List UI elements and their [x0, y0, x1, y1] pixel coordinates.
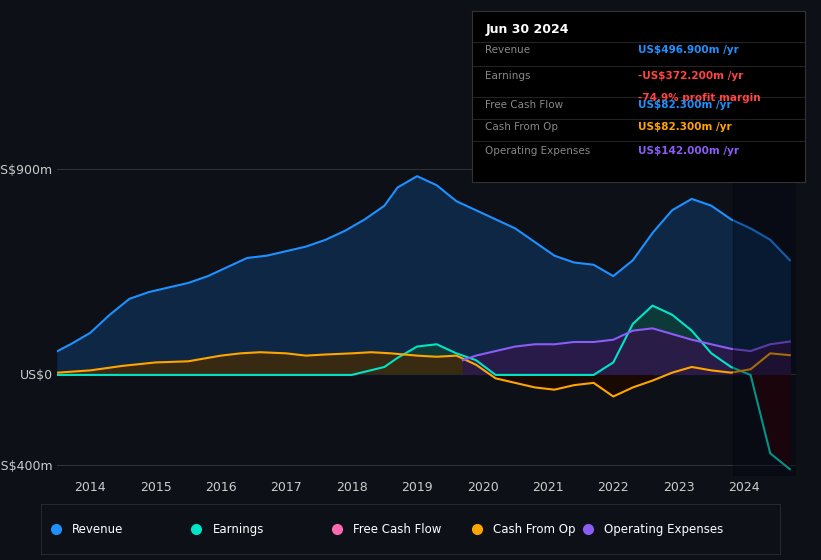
Text: US$496.900m /yr: US$496.900m /yr	[639, 45, 739, 55]
Bar	[733, 151, 796, 476]
Text: Cash From Op: Cash From Op	[485, 122, 558, 132]
Text: Operating Expenses: Operating Expenses	[604, 522, 723, 536]
Text: Revenue: Revenue	[485, 45, 530, 55]
Text: Earnings: Earnings	[485, 71, 531, 81]
Text: -74.9% profit margin: -74.9% profit margin	[639, 93, 761, 103]
Text: US$82.300m /yr: US$82.300m /yr	[639, 100, 732, 110]
Text: Jun 30 2024: Jun 30 2024	[485, 23, 569, 36]
Text: Free Cash Flow: Free Cash Flow	[485, 100, 563, 110]
Text: Revenue: Revenue	[72, 522, 123, 536]
Text: Operating Expenses: Operating Expenses	[485, 146, 590, 156]
Text: Free Cash Flow: Free Cash Flow	[353, 522, 441, 536]
Text: US$142.000m /yr: US$142.000m /yr	[639, 146, 740, 156]
Text: US$82.300m /yr: US$82.300m /yr	[639, 122, 732, 132]
Text: -US$372.200m /yr: -US$372.200m /yr	[639, 71, 744, 81]
Text: Earnings: Earnings	[213, 522, 264, 536]
Text: Cash From Op: Cash From Op	[493, 522, 576, 536]
